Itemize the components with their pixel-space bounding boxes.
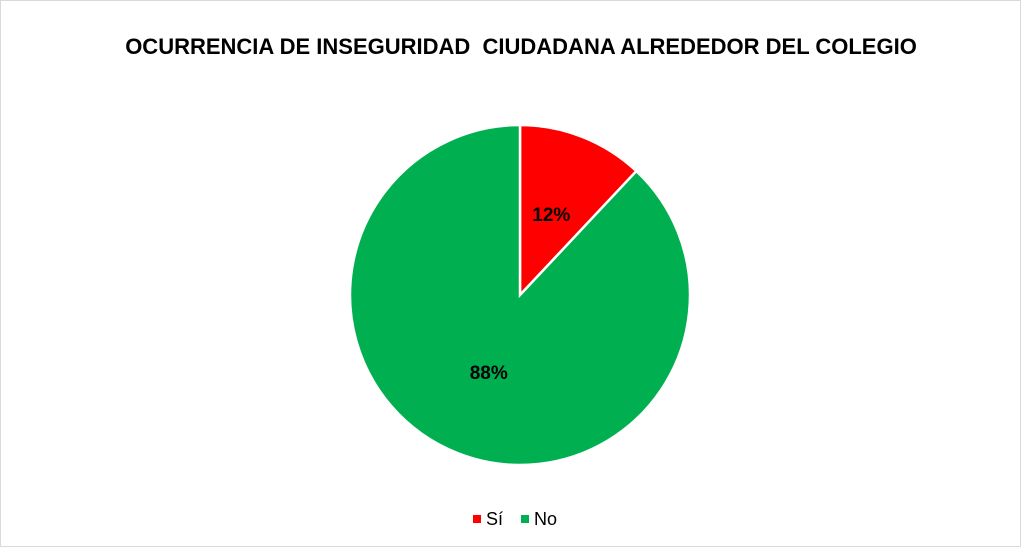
pie-slice [348,123,692,467]
data-label: 88% [470,363,508,384]
legend-label: Sí [486,509,503,529]
chart-title: OCURRENCIA DE INSEGURIDAD CIUDADANA ALRE… [125,34,917,59]
legend-swatch [473,515,481,523]
legend-swatch [521,515,529,523]
legend-label: No [534,509,557,529]
pie-slice [518,123,639,299]
data-label: 12% [532,205,570,226]
